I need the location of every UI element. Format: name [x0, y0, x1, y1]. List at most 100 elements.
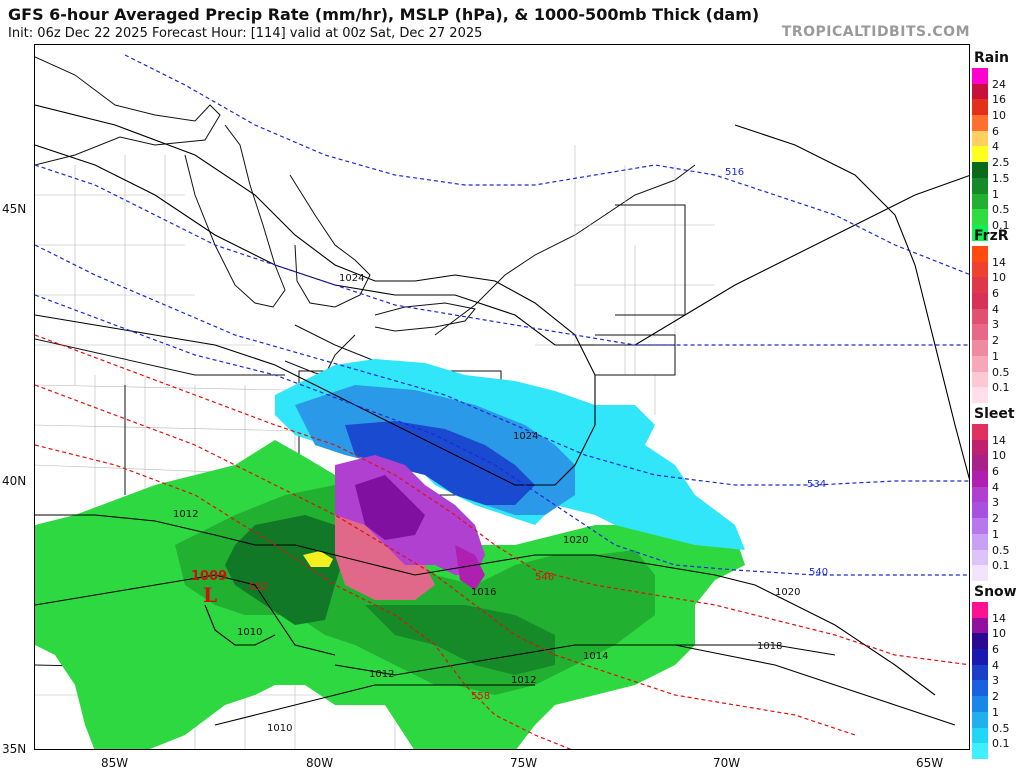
legend-swatch	[972, 324, 988, 341]
legend-swatch	[972, 455, 988, 472]
isobar-label: 1018	[757, 641, 782, 652]
legend-swatch	[972, 68, 988, 84]
isobar-labels: 1024 1024 1012 1020 1020 1018 1016 1014 …	[173, 273, 800, 734]
legend-row: 0.1	[972, 219, 1024, 241]
legend-level: 6	[992, 124, 999, 138]
legend-swatch	[972, 293, 988, 309]
legend-level: 1	[992, 527, 999, 541]
legend-title: Rain	[974, 50, 1009, 66]
lon-label: 70W	[713, 756, 741, 770]
legend-level: 0.5	[992, 203, 1010, 217]
isobar-label: 1012	[173, 509, 198, 520]
legend-row: 0.1	[972, 381, 1024, 403]
legend-swatch	[972, 277, 988, 294]
legend-level: 10	[992, 271, 1006, 285]
legend-swatch	[972, 193, 988, 210]
legend-row: 3	[972, 674, 1024, 697]
legend-row: 10	[972, 271, 1024, 294]
legend-swatch	[972, 177, 988, 194]
legend-row: 4	[972, 659, 1024, 681]
legend-level: 0.1	[992, 218, 1010, 232]
legend-row: 2	[972, 512, 1024, 534]
legend-level: 0.5	[992, 365, 1010, 379]
legend-swatch	[972, 727, 988, 744]
legend-row	[972, 602, 1024, 618]
thickness-labels: 516 534 540 546 552 558	[249, 167, 828, 702]
legend-level: 1	[992, 349, 999, 363]
legend-level: 0.5	[992, 721, 1010, 735]
legend-level: 16	[992, 93, 1006, 107]
legend-swatch	[972, 146, 988, 163]
legend-row: 1	[972, 188, 1024, 210]
legend-swatch	[972, 549, 988, 566]
legend-swatch	[972, 130, 988, 147]
isobar-label: 1012	[369, 669, 394, 680]
legend-row: 6	[972, 125, 1024, 147]
lon-label: 80W	[306, 756, 334, 770]
isobar-label: 1020	[775, 587, 800, 598]
chart-title: GFS 6-hour Averaged Precip Rate (mm/hr),…	[8, 5, 760, 24]
legend-row: 6	[972, 287, 1024, 309]
legend-level: 2.5	[992, 156, 1010, 170]
legend-row: 24	[972, 78, 1024, 100]
legend-swatch	[972, 308, 988, 325]
legend-row	[972, 246, 1024, 262]
legend-swatch	[972, 209, 988, 225]
legend-level: 14	[992, 433, 1006, 447]
legend-row: 16	[972, 93, 1024, 116]
isobar-label: 1020	[563, 535, 588, 546]
chart-subtitle: Init: 06z Dec 22 2025 Forecast Hour: [11…	[8, 26, 483, 41]
legend-row: 2	[972, 690, 1024, 712]
legend-level: 4	[992, 140, 999, 154]
thickness-lines	[35, 54, 969, 749]
legend-swatch	[972, 533, 988, 550]
legend-swatch	[972, 83, 988, 100]
lon-label: 65W	[916, 756, 944, 770]
isobar-label: 1010	[237, 627, 262, 638]
legend-row	[972, 424, 1024, 440]
legend-row: 14	[972, 612, 1024, 634]
legend-level: 2	[992, 334, 999, 348]
legend-level: 0.5	[992, 543, 1010, 557]
legend-row: 10	[972, 627, 1024, 650]
isobar-label: 1014	[583, 651, 608, 662]
legend-level: 1.5	[992, 171, 1010, 185]
legend-swatch	[972, 602, 988, 618]
legend-swatch	[972, 617, 988, 634]
isobar-label: 1016	[471, 587, 496, 598]
isobar-label: 1012	[511, 675, 536, 686]
legend-swatch	[972, 649, 988, 665]
legend-level: 3	[992, 318, 999, 332]
legend-row: 0.1	[972, 559, 1024, 581]
thickness-label-red: 546	[535, 572, 554, 583]
legend-level: 10	[992, 627, 1006, 641]
legend-level: 6	[992, 287, 999, 301]
legend-level: 0.1	[992, 737, 1010, 751]
legend-row: 0.5	[972, 203, 1024, 225]
legend-swatch	[972, 99, 988, 116]
lon-label: 85W	[101, 756, 129, 770]
legend-swatch	[972, 664, 988, 681]
legend-level: 1	[992, 705, 999, 719]
legend-level: 0.1	[992, 559, 1010, 573]
isobar-label: 1024	[339, 273, 364, 284]
legend-level: 6	[992, 465, 999, 479]
legend-level: 3	[992, 496, 999, 510]
legend-sleet: Sleet 14 10 6 4 3 2 1 0.5 0.1	[972, 406, 1024, 581]
lake-outlines	[35, 56, 696, 386]
legend-title: Snow	[974, 584, 1017, 600]
legend-row: 6	[972, 465, 1024, 487]
legend-level: 4	[992, 658, 999, 672]
legend-swatch	[972, 680, 988, 697]
legend-level: 14	[992, 255, 1006, 269]
lat-label: 45N	[2, 202, 27, 216]
legend-swatch	[972, 439, 988, 456]
thickness-label-blue: 534	[807, 479, 826, 490]
legend-row: 0.5	[972, 544, 1024, 566]
legend-row: 1	[972, 706, 1024, 728]
legend-level: 24	[992, 77, 1006, 91]
legend-swatch	[972, 340, 988, 356]
legend-row: 3	[972, 496, 1024, 519]
legend-level: 1	[992, 187, 999, 201]
legend-swatch	[972, 162, 988, 178]
